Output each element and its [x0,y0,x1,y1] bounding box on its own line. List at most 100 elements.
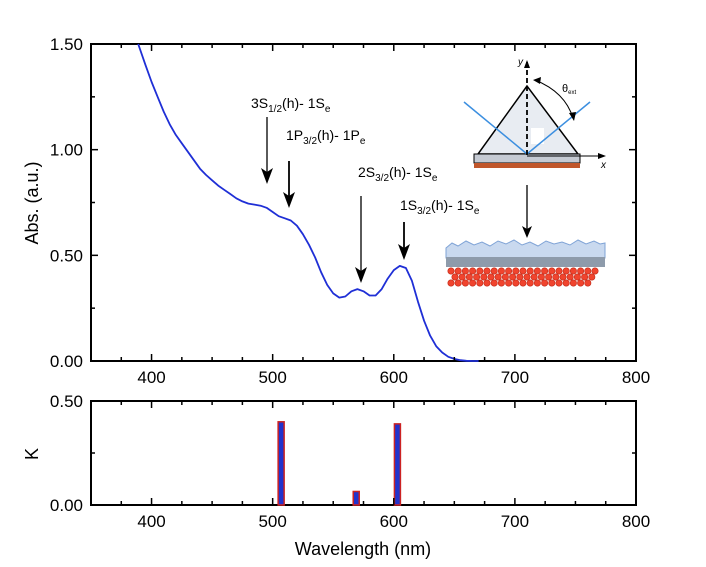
oscillator-bar [352,490,360,506]
nanocrystal-dot [516,273,524,281]
nanocrystal-dot [494,273,502,281]
annotation-arrowhead [283,192,295,208]
nanocrystal-dot [526,267,534,275]
x-tick-label: 700 [501,368,529,387]
nanocrystal-dot [469,267,477,275]
annotation-1s32: 1S3/2(h)- 1Se [398,197,480,260]
nanocrystal-dot [512,267,520,275]
nanocrystal-dot [569,279,577,287]
x-tick-label: 500 [258,368,286,387]
top-y-ticks: 0.00 0.50 1.00 1.50 [50,35,636,371]
nanocrystal-dot [465,273,473,281]
nanocrystal-dot [541,267,549,275]
nanocrystal-dot [541,279,549,287]
top-y-axis-title: Abs. (a.u.) [22,161,42,244]
nanocrystal-dot [581,273,589,281]
x-tick-label: 800 [622,512,650,531]
inset-prism-diagram: y x θext [445,57,607,287]
oscillator-bar [393,423,402,506]
nanocrystal-dot [577,279,585,287]
nanocrystal-dot [497,267,505,275]
nanocrystal-dot [512,279,520,287]
bottom-y-ticks: 0.00 0.50 [50,392,636,515]
nanocrystal-dot [490,267,498,275]
annotation-1p32: 1P3/2(h)- 1Pe [283,127,366,208]
nanocrystal-dot [490,279,498,287]
inset-y-axis-label: y [517,57,524,68]
annotation-arrowhead [355,267,367,283]
nanocrystal-dot [519,279,527,287]
nanocrystal-dot [588,273,596,281]
nanocrystal-dot [548,267,556,275]
annotation-label: 2S3/2(h)- 1Se [358,164,438,184]
annotation-arrowhead [398,244,410,260]
nanocrystal-dot [451,273,459,281]
nanocrystal-dot [487,273,495,281]
inset-y-arrowhead [524,60,530,68]
nanocrystal-dot [454,279,462,287]
annotation-label: 3S1/2(h)- 1Se [251,95,331,115]
nanocrystal-dot [537,273,545,281]
nanocrystal-dot [530,273,538,281]
x-tick-label: 400 [137,368,165,387]
annotation-2s32: 2S3/2(h)- 1Se [355,164,438,283]
nanocrystal-dot [555,267,563,275]
prism-window [531,128,544,144]
nanocrystal-dot [552,273,560,281]
nanocrystal-dot [447,279,455,287]
y-tick-label: 0.00 [50,352,83,371]
nanocrystal-dot [526,279,534,287]
y-tick-label: 0.50 [50,392,83,411]
nanocrystal-dot [577,267,585,275]
nanocrystal-dot [555,279,563,287]
bottom-x-ticks: 400 500 600 700 800 [90,401,650,531]
y-tick-label: 1.50 [50,35,83,54]
nanocrystal-dot [447,267,455,275]
top-plot-frame [90,43,637,362]
bottom-y-axis-title: K [22,448,42,460]
nanocrystal-dot [505,279,513,287]
nanocrystal-dot [458,273,466,281]
nanocrystal-dot [483,267,491,275]
nanocrystal-dot [584,279,592,287]
annotation-arrowhead [261,168,273,184]
nanocrystal-layer [447,267,599,287]
absorbance-line [137,43,479,362]
x-tick-label: 500 [258,512,286,531]
inset-x-arrowhead [598,153,606,159]
nanocrystal-dot [497,279,505,287]
nanocrystal-dot [461,279,469,287]
annotation-3s12: 3S1/2(h)- 1Se [251,95,331,184]
nanocrystal-dot [461,267,469,275]
incident-beam [463,101,528,155]
nanocrystal-dot [454,267,462,275]
film-rough-top [445,239,606,259]
prism-film-layer [474,163,580,168]
top-x-ticks: 400 500 600 700 800 [90,44,650,387]
nanocrystal-dot [505,267,513,275]
annotation-label: 1P3/2(h)- 1Pe [286,127,366,147]
nanocrystal-dot [562,267,570,275]
nanocrystal-dot [545,273,553,281]
nanocrystal-dot [591,267,599,275]
y-tick-label: 0.50 [50,246,83,265]
prism-triangle [476,84,580,155]
top-panel: 400 500 600 700 800 0.00 0.50 1.00 1.50 Abs. (a… [22,35,650,387]
reflected-beam [526,101,591,155]
nanocrystal-dot [573,273,581,281]
nanocrystal-dot [480,273,488,281]
nanocrystal-dot [533,267,541,275]
nanocrystal-dot [469,279,477,287]
nanocrystal-dot [483,279,491,287]
prism-base-substrate [473,153,581,164]
angle-arc-arrowhead [569,112,576,121]
nanocrystal-dot [548,279,556,287]
nanocrystal-dot [501,273,509,281]
x-tick-label: 700 [501,512,529,531]
nanocrystal-dot [476,267,484,275]
nanocrystal-dot [473,273,481,281]
nanocrystal-dot [523,273,531,281]
oscillator-bar [277,421,285,506]
absorbance-curve-layer [137,43,479,362]
